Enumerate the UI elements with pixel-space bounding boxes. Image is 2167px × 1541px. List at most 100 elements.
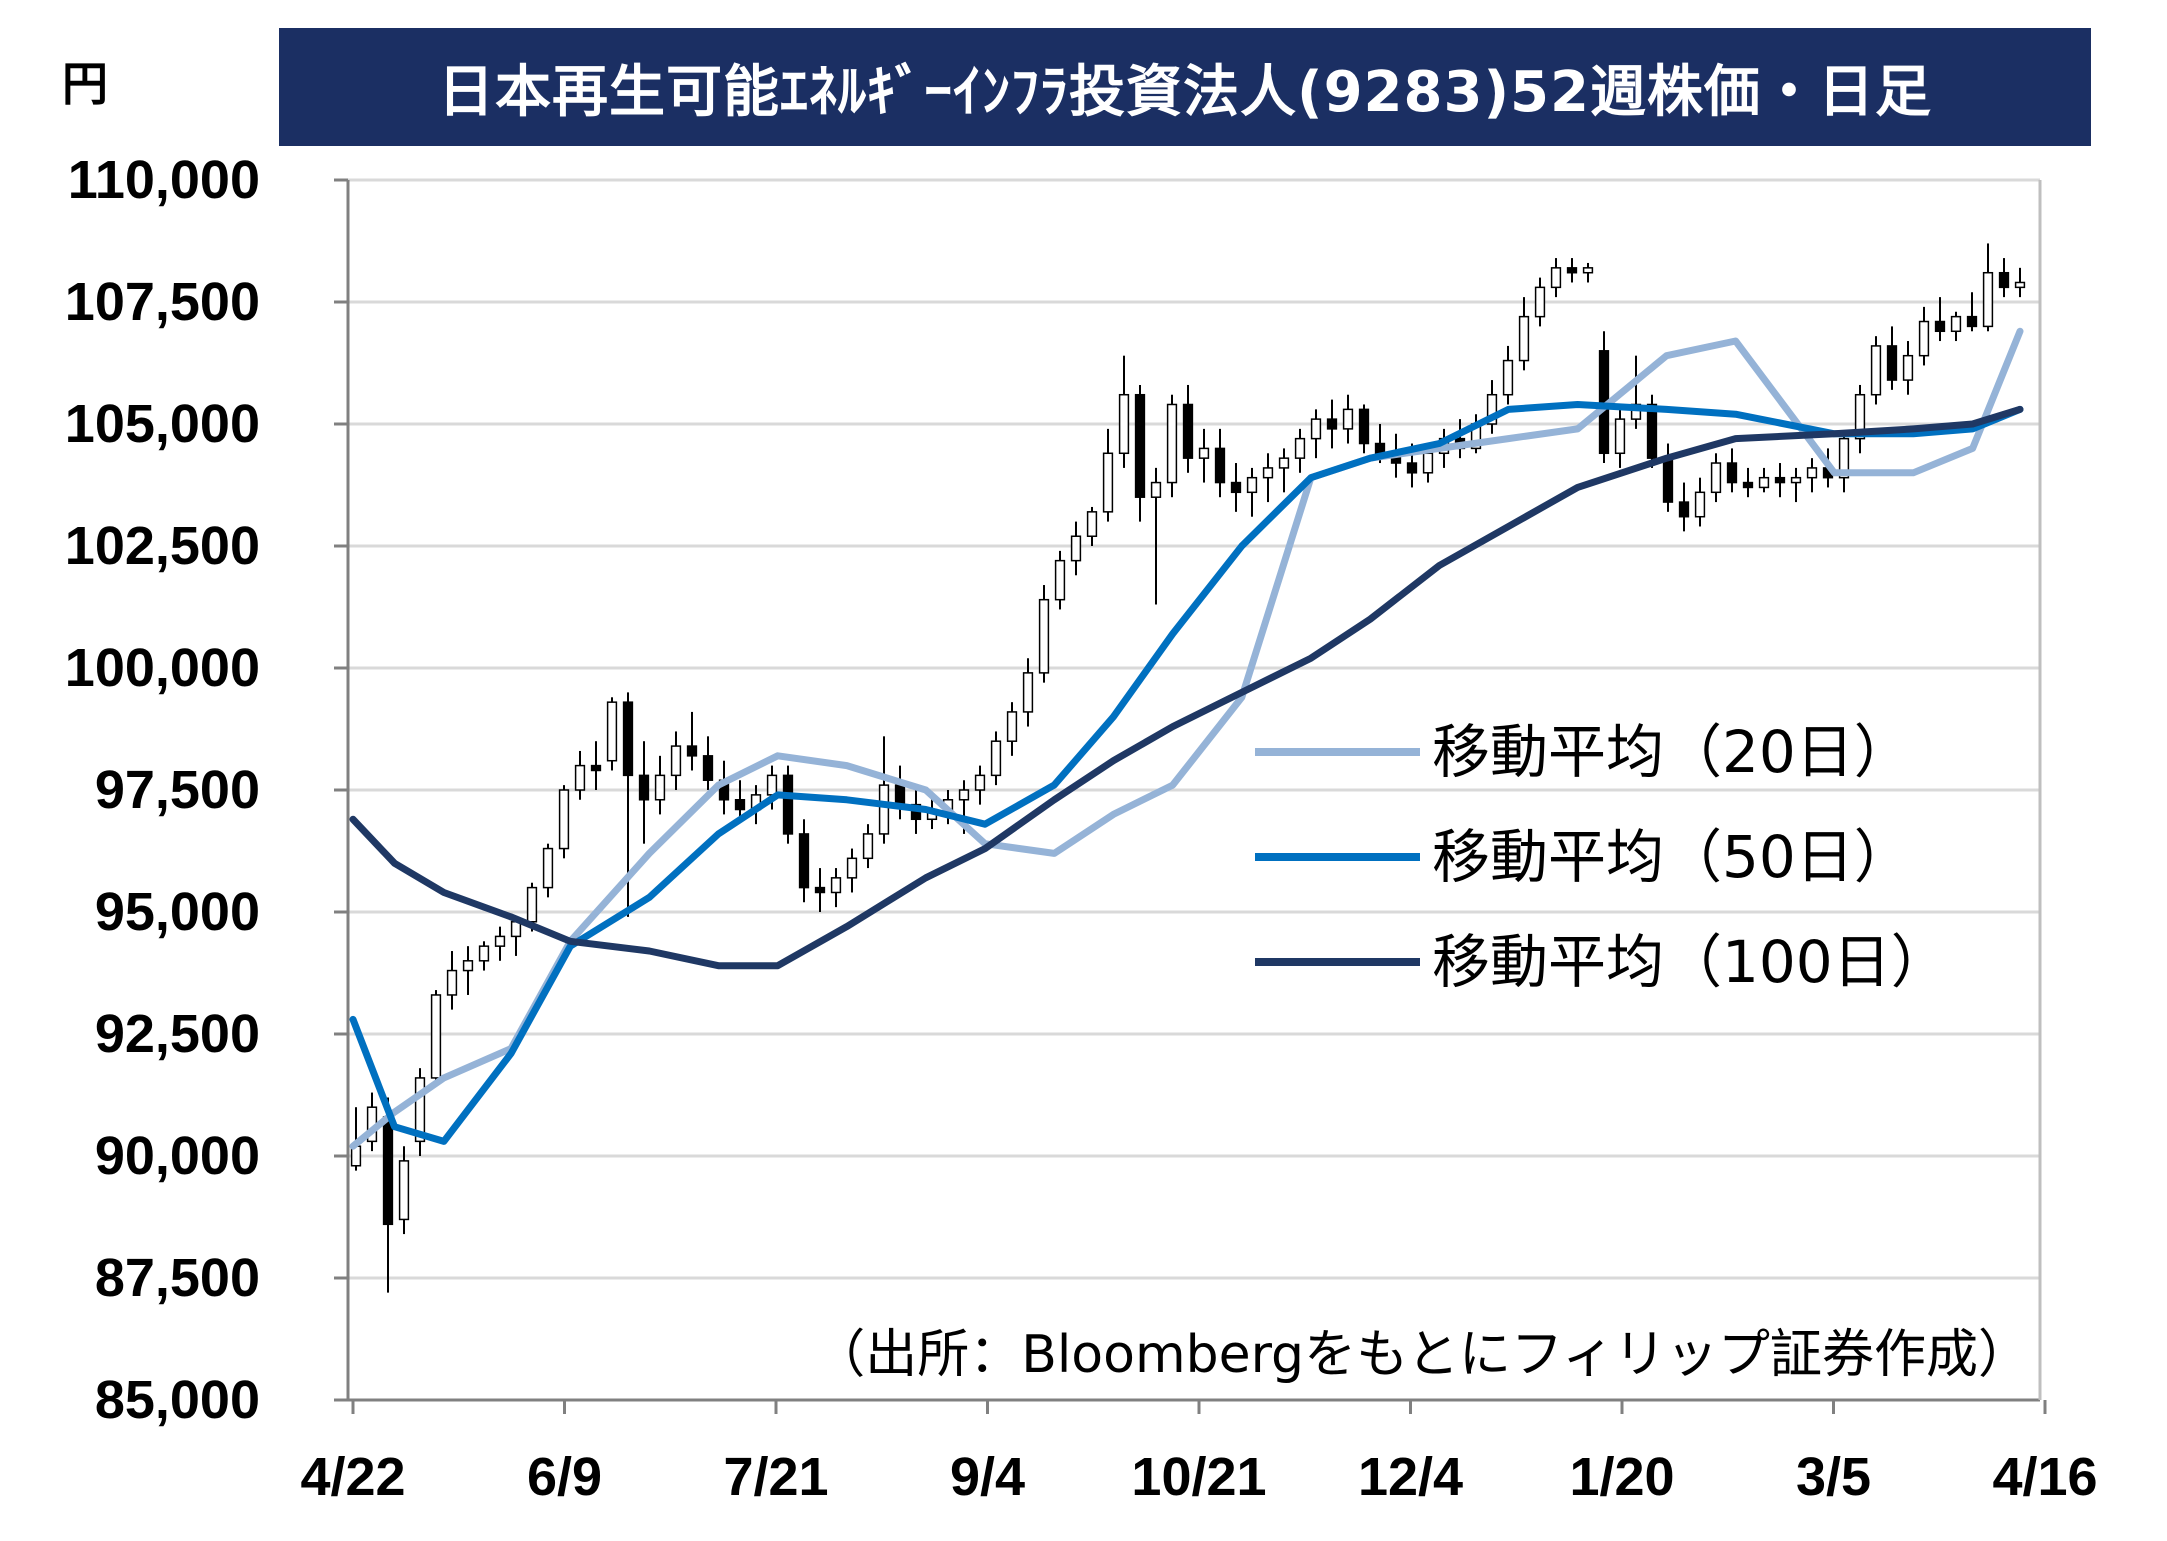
candlestick — [1054, 550, 1066, 610]
candlestick — [1230, 463, 1242, 512]
candlestick — [1310, 409, 1322, 459]
candlestick — [366, 1092, 378, 1152]
y-tick-label: 110,000 — [68, 150, 260, 210]
x-tick-label: 7/21 — [723, 1447, 828, 1507]
candlestick — [1790, 467, 1802, 503]
x-tick-label: 3/5 — [1796, 1447, 1871, 1507]
candlestick — [990, 731, 1002, 786]
candlestick — [1998, 258, 2010, 298]
candlestick — [1214, 428, 1226, 498]
candlestick — [1118, 355, 1130, 468]
y-tick-label: 107,500 — [65, 272, 260, 332]
x-tick-label: 9/4 — [950, 1447, 1025, 1507]
candlestick — [1550, 258, 1562, 298]
candlestick — [1838, 433, 1850, 493]
y-tick-label: 87,500 — [95, 1248, 260, 1308]
candlestick — [1278, 448, 1290, 493]
x-tick-label: 12/4 — [1358, 1447, 1463, 1507]
candlestick — [1886, 326, 1898, 390]
candlestick — [1710, 453, 1722, 503]
candlestick — [2014, 267, 2026, 298]
candlestick — [1166, 394, 1178, 498]
candlestick — [1678, 482, 1690, 532]
candlestick — [414, 1068, 426, 1156]
candlestick — [1614, 409, 1626, 468]
candlestick — [446, 951, 458, 1010]
moving-averages — [349, 327, 2024, 1150]
candlestick — [1150, 467, 1162, 605]
candlestick — [1342, 394, 1354, 444]
candlestick — [494, 926, 506, 961]
candlestick — [1326, 399, 1338, 449]
y-tick-label: 92,500 — [95, 1004, 260, 1064]
candlestick — [1102, 428, 1114, 522]
candlestick — [1294, 428, 1306, 473]
candlestick — [1182, 384, 1194, 473]
candlestick — [430, 990, 442, 1083]
candlestick — [1582, 262, 1594, 283]
moving-average-line — [349, 405, 2024, 970]
candlestick — [1934, 297, 1946, 342]
candlestick — [1134, 384, 1146, 522]
candlestick — [894, 765, 906, 820]
source-note: （出所：Bloombergをもとにフィリップ証券作成） — [813, 1325, 2030, 1385]
y-tick-label: 95,000 — [95, 882, 260, 942]
candlestick — [814, 868, 826, 912]
candlestick — [1806, 458, 1818, 493]
candlestick — [654, 755, 666, 815]
y-tick-label: 90,000 — [95, 1126, 260, 1186]
candlestick — [1694, 477, 1706, 527]
candlestick — [670, 731, 682, 790]
candlestick — [862, 824, 874, 869]
candlestick — [1006, 702, 1018, 756]
candlestick — [1358, 404, 1370, 454]
candlestick — [798, 819, 810, 903]
y-tick-label: 105,000 — [65, 394, 260, 454]
candlestick — [398, 1146, 410, 1235]
candlestick — [1902, 341, 1914, 395]
candlestick — [1630, 355, 1642, 429]
candlestick — [1518, 297, 1530, 371]
x-tick-label: 1/20 — [1569, 1447, 1674, 1507]
moving-average-line — [349, 401, 2024, 1145]
x-tick-label: 10/21 — [1131, 1447, 1266, 1507]
candlestick — [702, 736, 714, 790]
y-tick-label: 100,000 — [65, 638, 260, 698]
candlestick — [1982, 243, 1994, 332]
candlestick — [782, 765, 794, 844]
candlestick — [638, 741, 650, 844]
candlestick — [1246, 467, 1258, 517]
candlestick — [1038, 585, 1050, 683]
candlestick — [1950, 311, 1962, 342]
chart-title: 日本再生可能ｴﾈﾙｷﾞｰｲﾝﾌﾗ投資法人(9283)52週株価・日足 — [438, 59, 1932, 125]
x-tick-label: 6/9 — [527, 1447, 602, 1507]
candlestick — [1486, 380, 1498, 434]
candlestick — [1086, 506, 1098, 546]
candlestick — [974, 765, 986, 805]
y-tick-label: 85,000 — [95, 1370, 260, 1430]
candlestick — [606, 697, 618, 771]
candlestick — [1870, 336, 1882, 405]
candlestick — [1534, 277, 1546, 327]
candlestick — [734, 780, 746, 820]
candlestick — [1726, 448, 1738, 493]
y-tick-label: 97,500 — [95, 760, 260, 820]
candlestick — [1022, 658, 1034, 727]
candlestick — [542, 843, 554, 898]
chart-title-bar: 日本再生可能ｴﾈﾙｷﾞｰｲﾝﾌﾗ投資法人(9283)52週株価・日足 — [279, 28, 2091, 146]
x-tick-label: 4/16 — [1992, 1447, 2097, 1507]
candlestick — [1742, 467, 1754, 498]
candlestick — [1566, 258, 1578, 283]
y-tick-label: 102,500 — [65, 516, 260, 576]
candlestick — [462, 946, 474, 995]
axes — [346, 180, 2047, 1414]
candlestick — [1198, 428, 1210, 483]
legend: 移動平均（20日） 移動平均（50日） 移動平均（100日） — [1255, 718, 1949, 996]
candlestick — [1774, 463, 1786, 498]
x-tick-label: 4/22 — [300, 1447, 405, 1507]
legend-label: 移動平均（50日） — [1432, 823, 1912, 891]
candlestick — [1758, 467, 1770, 493]
legend-label: 移動平均（100日） — [1432, 928, 1949, 996]
